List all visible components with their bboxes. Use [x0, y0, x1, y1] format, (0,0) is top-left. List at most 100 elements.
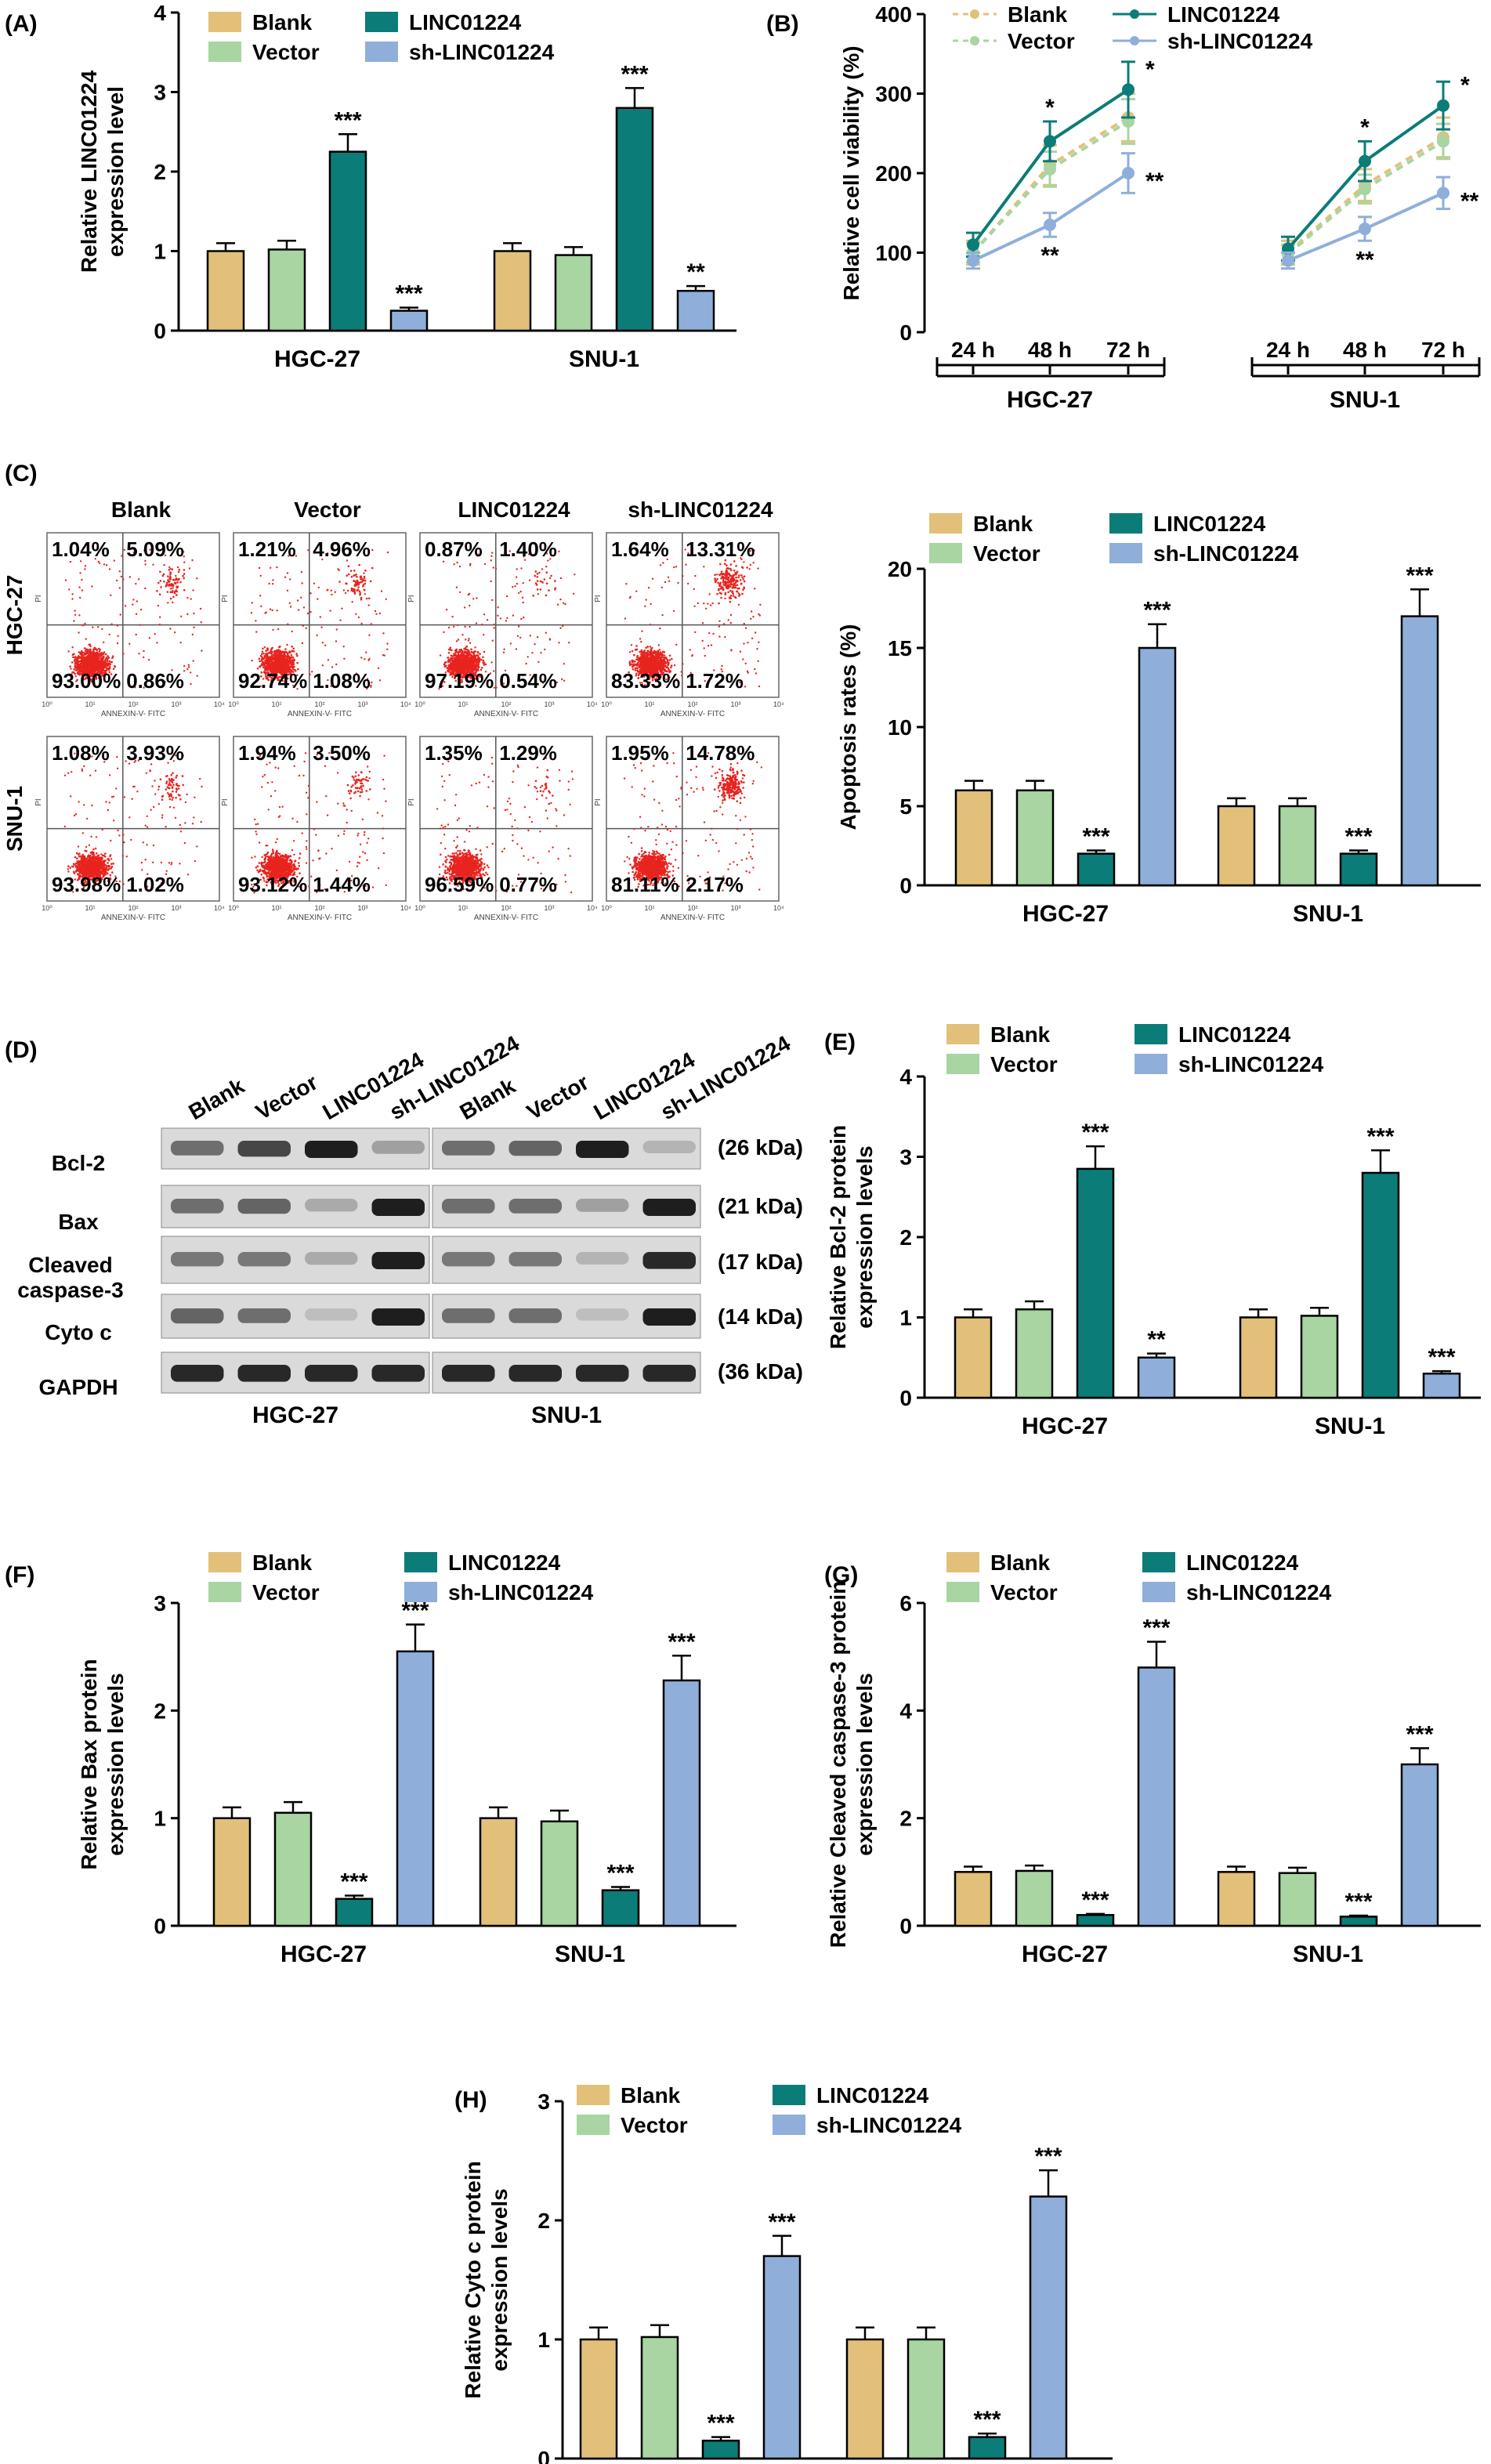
- event-dot: [475, 622, 478, 624]
- event-dot: [262, 652, 265, 655]
- event-dot: [449, 660, 451, 663]
- event-dot: [144, 563, 147, 566]
- event-dot: [258, 566, 261, 570]
- event-dot: [287, 653, 289, 657]
- event-dot: [643, 649, 646, 652]
- event-dot: [661, 613, 664, 617]
- event-dot: [169, 597, 172, 600]
- event-dot: [96, 653, 99, 655]
- event-dot: [467, 639, 470, 642]
- event-dot: [656, 655, 659, 658]
- event-dot: [345, 582, 347, 584]
- event-dot: [108, 667, 111, 670]
- event-dot: [289, 651, 291, 653]
- bar-sh: [676, 290, 715, 332]
- event-dot: [196, 675, 198, 677]
- event-dot: [117, 635, 119, 637]
- event-dot: [561, 678, 563, 681]
- event-dot: [741, 576, 744, 579]
- event-dot: [88, 651, 91, 653]
- event-dot: [742, 566, 744, 570]
- event-dot: [179, 642, 182, 644]
- data-point-linc: [1437, 99, 1449, 112]
- event-dot: [301, 582, 303, 584]
- event-dot: [476, 650, 480, 653]
- event-dot: [650, 649, 653, 653]
- event-dot: [708, 593, 711, 595]
- event-dot: [716, 592, 718, 595]
- event-dot: [631, 663, 633, 666]
- event-dot: [451, 649, 453, 652]
- event-dot: [143, 656, 145, 659]
- event-dot: [732, 580, 734, 583]
- event-dot: [169, 571, 172, 573]
- event-dot: [200, 621, 202, 624]
- event-dot: [670, 664, 673, 667]
- event-dot: [545, 594, 548, 597]
- event-dot: [68, 588, 71, 591]
- event-dot: [271, 583, 274, 585]
- event-dot: [668, 580, 671, 582]
- flow-x-axis-label: ANNEXIN-V- FITC: [288, 710, 352, 718]
- legend-swatch-linc: [365, 12, 398, 32]
- x-category-label: SNU-1: [569, 346, 639, 372]
- event-dot: [662, 562, 664, 564]
- event-dot: [525, 662, 527, 665]
- event-dot: [168, 583, 171, 586]
- event-dot: [470, 656, 473, 659]
- event-dot: [453, 563, 455, 566]
- event-dot: [266, 665, 269, 668]
- event-dot: [472, 661, 476, 664]
- y-tick-label: 0: [154, 319, 166, 343]
- data-point-linc: [967, 238, 979, 251]
- event-dot: [172, 578, 175, 581]
- event-dot: [84, 622, 86, 625]
- event-dot: [270, 665, 273, 668]
- event-dot: [83, 660, 86, 664]
- event-dot: [556, 603, 559, 606]
- event-dot: [89, 645, 92, 647]
- event-dot: [467, 593, 469, 596]
- event-dot: [105, 669, 108, 672]
- event-dot: [461, 661, 464, 664]
- event-dot: [483, 634, 485, 636]
- event-dot: [76, 668, 78, 670]
- event-dot: [266, 662, 268, 664]
- event-dot: [493, 627, 495, 629]
- event-dot: [657, 644, 660, 646]
- event-dot: [629, 595, 632, 598]
- event-dot: [724, 597, 726, 600]
- event-dot: [743, 587, 745, 590]
- flow-x-tick: 10³: [171, 700, 181, 708]
- event-dot: [358, 590, 361, 592]
- event-dot: [538, 571, 541, 574]
- event-dot: [478, 657, 481, 660]
- event-dot: [659, 662, 662, 664]
- event-dot: [90, 650, 92, 653]
- event-dot: [82, 678, 85, 681]
- event-dot: [275, 664, 277, 667]
- event-dot: [729, 613, 733, 617]
- event-dot: [650, 602, 652, 606]
- event-dot: [742, 658, 744, 660]
- event-dot: [495, 686, 498, 689]
- event-dot: [104, 653, 107, 656]
- event-dot: [85, 658, 88, 661]
- event-dot: [718, 588, 720, 591]
- event-dot: [309, 673, 311, 676]
- event-dot: [718, 625, 721, 628]
- event-dot: [472, 598, 475, 600]
- event-dot: [73, 620, 75, 622]
- event-dot: [443, 631, 445, 634]
- event-dot: [722, 588, 725, 591]
- event-dot: [92, 626, 94, 628]
- event-dot: [733, 569, 736, 572]
- event-dot: [660, 586, 663, 589]
- event-dot: [666, 659, 669, 662]
- event-dot: [100, 657, 102, 660]
- event-dot: [169, 576, 172, 579]
- event-dot: [572, 592, 575, 595]
- event-dot: [752, 616, 755, 618]
- event-dot: [369, 580, 372, 583]
- event-dot: [738, 574, 740, 577]
